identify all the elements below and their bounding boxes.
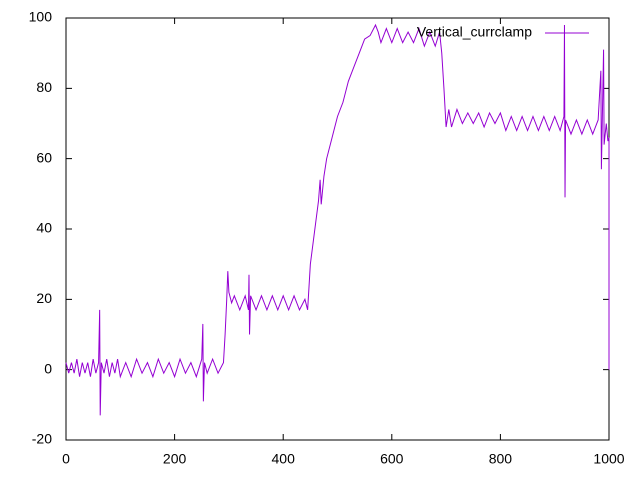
legend-label: Vertical_currclamp bbox=[417, 24, 532, 40]
y-tick-label: 100 bbox=[29, 9, 53, 25]
y-tick-label: 20 bbox=[36, 290, 52, 306]
y-tick-label: 80 bbox=[36, 79, 52, 95]
x-tick-label: 0 bbox=[62, 451, 70, 467]
x-tick-label: 400 bbox=[272, 451, 296, 467]
x-tick-label: 800 bbox=[489, 451, 513, 467]
y-tick-label: -20 bbox=[32, 431, 52, 447]
y-tick-label: 60 bbox=[36, 149, 52, 165]
data-line bbox=[65, 23, 610, 416]
x-tick-label: 600 bbox=[380, 451, 404, 467]
y-tick-label: 0 bbox=[44, 360, 52, 376]
x-tick-label: 200 bbox=[163, 451, 187, 467]
x-tick-label: 1000 bbox=[593, 451, 624, 467]
plot-frame bbox=[65, 17, 610, 441]
y-tick-label: 40 bbox=[36, 220, 52, 236]
